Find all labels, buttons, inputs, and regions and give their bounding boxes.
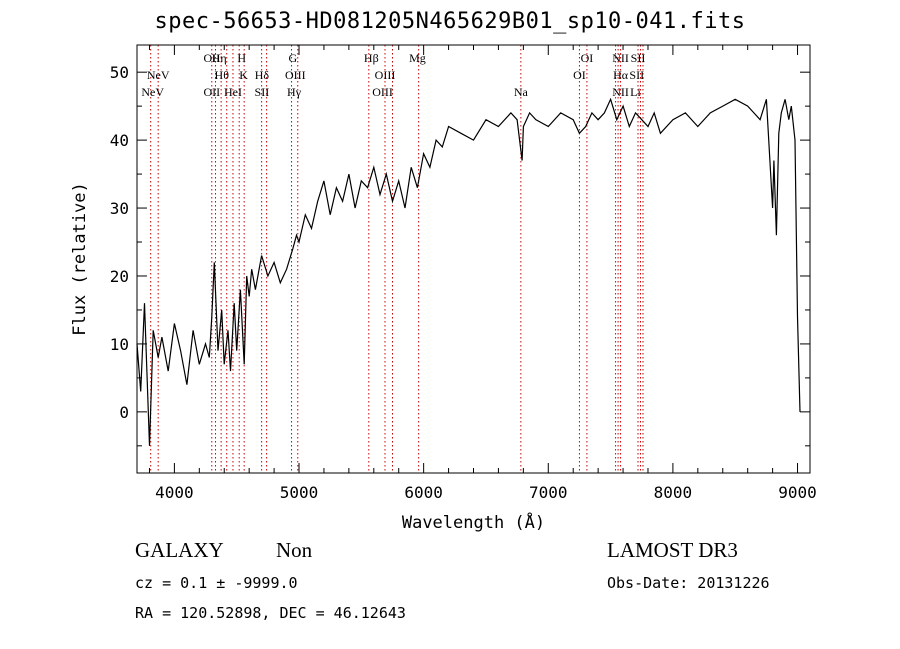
object-class: GALAXY [135,538,224,562]
line-label: OI [573,68,586,82]
line-label: K [239,68,248,82]
object-subclass: Non [276,538,313,562]
line-label: OI [581,51,594,65]
line-label: OIII [285,68,306,82]
y-tick-label: 0 [119,403,129,422]
obs-date-text: Obs-Date: 20131226 [607,574,770,592]
line-label: Mg [409,51,426,65]
line-label: Li [630,85,641,99]
x-tick-label: 7000 [529,483,568,502]
line-label: NeV [147,68,170,82]
spectrum-plot [136,97,801,446]
y-tick-label: 40 [110,131,129,150]
line-label: Hη [212,51,227,65]
y-tick-label: 50 [110,63,129,82]
line-label: SII [255,85,270,99]
plot-frame [136,44,811,474]
y-axis-label: Flux (relative) [70,182,90,336]
axes: 4000 5000 6000 7000 8000 9000 0 10 20 30 40 50 Wavel… [70,45,817,533]
line-label: Na [514,85,529,99]
x-tick-label: 4000 [155,483,194,502]
x-axis-label: Wavelength (Å) [402,511,545,533]
x-tick-label: 5000 [280,483,319,502]
line-label: SII [629,68,644,82]
line-label: Hβ [364,51,379,65]
spectrum-line [136,97,801,446]
line-label: H [237,51,246,65]
line-label: Hγ [287,85,302,99]
line-label: SII [631,51,646,65]
redshift-text: cz = 0.1 ± -9999.0 [135,574,298,592]
line-label: Hθ [215,68,230,82]
line-label: OIII [372,85,393,99]
radec-text: RA = 120.52898, DEC = 46.12643 [135,604,406,622]
line-label: NII [612,51,629,65]
line-label: Hδ [255,68,270,82]
y-tick-label: 10 [110,335,129,354]
line-label: OIII [375,68,396,82]
line-markers [150,45,644,473]
x-tick-label: 6000 [404,483,443,502]
survey-name: LAMOST DR3 [607,538,738,562]
x-tick-label: 8000 [654,483,693,502]
y-tick-label: 20 [110,267,129,286]
line-label: HeI [224,85,242,99]
line-label: OII [203,51,220,65]
x-tick-label: 9000 [778,483,817,502]
line-label: NII [612,85,629,99]
line-label: G [288,51,297,65]
line-label: Hα [613,68,629,82]
line-label: NeV [141,85,164,99]
chart-title: spec-56653-HD081205N465629B01_sp10-041.f… [154,9,746,34]
y-tick-label: 30 [110,199,129,218]
line-label: OII [203,85,220,99]
